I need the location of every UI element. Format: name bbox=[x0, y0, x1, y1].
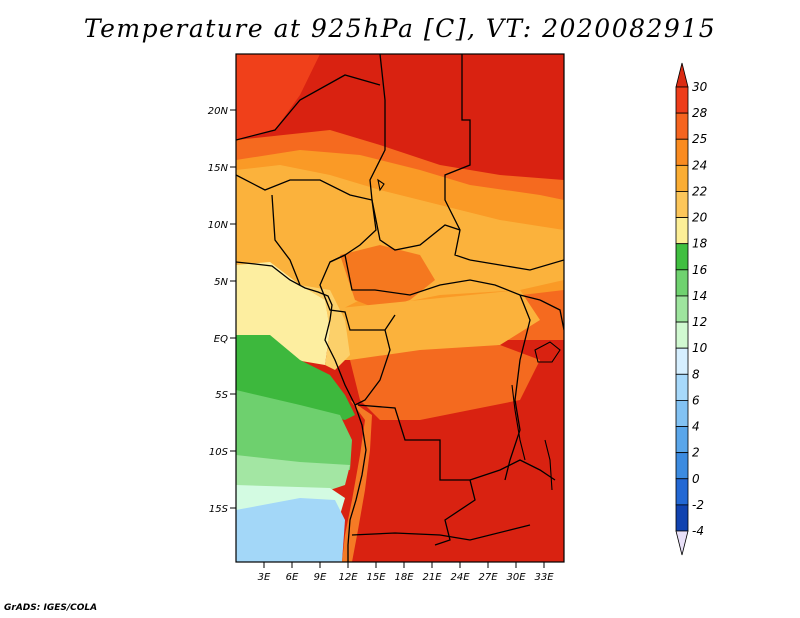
border-sahara bbox=[236, 74, 381, 141]
lat-label-5s: 5S bbox=[215, 390, 228, 401]
region-south-light bbox=[320, 290, 540, 360]
lon-label-18e: 18E bbox=[394, 572, 414, 583]
lakes bbox=[377, 178, 561, 491]
colorbar-label: 14 bbox=[692, 289, 707, 303]
border-cameroon bbox=[319, 254, 396, 331]
colorbar-label: 18 bbox=[692, 237, 708, 251]
lat-label-15n: 15N bbox=[208, 163, 229, 174]
colorbar-label: 6 bbox=[692, 393, 700, 407]
region-central-orange-patch bbox=[340, 245, 435, 310]
lon-label-12e: 12E bbox=[338, 572, 358, 583]
region-coastal-20 bbox=[300, 285, 350, 370]
lat-label-5n: 5N bbox=[214, 277, 228, 288]
colorbar-band bbox=[675, 347, 689, 375]
lon-label-27e: 27E bbox=[478, 572, 498, 583]
region-central-22 bbox=[236, 165, 564, 310]
lon-label-33e: 33E bbox=[534, 572, 554, 583]
lat-label-20n: 20N bbox=[208, 106, 229, 117]
region-south-orange bbox=[350, 345, 540, 420]
map-title: Temperature at 925hPa [C], VT: 202008291… bbox=[83, 14, 717, 43]
colorbar-band bbox=[675, 138, 689, 166]
border-east bbox=[539, 299, 564, 331]
lon-label-3e: 3E bbox=[258, 572, 271, 583]
colorbar-band bbox=[675, 243, 689, 271]
lat-label-15s: 15S bbox=[209, 504, 229, 515]
region-atlantic-12 bbox=[236, 455, 350, 490]
colorbar-band bbox=[675, 478, 689, 506]
colorbar-label: 20 bbox=[692, 211, 708, 225]
map-frame bbox=[235, 53, 565, 563]
region-northwest-warm bbox=[236, 54, 320, 140]
latitude-ticks bbox=[230, 109, 236, 509]
colorbar-label: 8 bbox=[692, 367, 700, 381]
lat-label-eq: EQ bbox=[214, 334, 228, 345]
lake-malawi bbox=[544, 439, 553, 491]
longitude-ticks bbox=[263, 562, 545, 568]
lat-label-10s: 10S bbox=[209, 447, 229, 458]
border-drc-east bbox=[504, 294, 531, 481]
colorbar-label: 10 bbox=[692, 341, 708, 355]
border-nigeria bbox=[271, 194, 301, 286]
colorbar-label: 16 bbox=[692, 263, 708, 277]
border-zambia bbox=[469, 459, 556, 481]
colorbar-band bbox=[675, 164, 689, 192]
colorbar-label: -2 bbox=[692, 498, 704, 512]
region-atlantic-8 bbox=[236, 498, 345, 562]
lake-tanganyika bbox=[511, 384, 526, 461]
credit-label: GrADS: IGES/COLA bbox=[4, 603, 98, 613]
lon-label-30e: 30E bbox=[506, 572, 526, 583]
colorbar-label: 24 bbox=[692, 158, 707, 172]
border-congo bbox=[354, 329, 391, 406]
border-niger-south bbox=[236, 174, 377, 263]
border-chad-car bbox=[371, 199, 461, 251]
border-sudan-south bbox=[469, 259, 564, 271]
colorbar-cap-bottom bbox=[675, 530, 689, 556]
colorbar-label: 22 bbox=[692, 184, 707, 198]
lon-label-24e: 24E bbox=[450, 572, 470, 583]
colorbar-label: 28 bbox=[692, 106, 708, 120]
lake-chad bbox=[377, 178, 385, 192]
colorbar-band bbox=[675, 321, 689, 349]
colorbar-label: -4 bbox=[692, 524, 704, 538]
region-atlantic-14 bbox=[236, 390, 352, 470]
temperature-field bbox=[236, 54, 564, 562]
colorbar-band bbox=[675, 426, 689, 454]
country-borders bbox=[236, 54, 564, 562]
colorbar-label: 0 bbox=[692, 472, 700, 486]
border-egypt-sudan bbox=[444, 54, 471, 261]
colorbar-band bbox=[675, 373, 689, 401]
colorbar-band bbox=[675, 400, 689, 427]
colorbar-label: 2 bbox=[692, 446, 700, 460]
colorbar-band bbox=[675, 191, 689, 218]
colorbar-band bbox=[675, 452, 689, 480]
lon-label-6e: 6E bbox=[286, 572, 299, 583]
coastline-west-africa bbox=[236, 261, 367, 562]
lat-label-10n: 10N bbox=[208, 220, 229, 231]
colorbar-label: 25 bbox=[692, 132, 707, 146]
colorbar-band bbox=[675, 217, 689, 245]
colorbar-band bbox=[675, 295, 689, 323]
lon-label-15e: 15E bbox=[366, 572, 386, 583]
colorbar-band bbox=[675, 504, 689, 532]
colorbar-cap-top bbox=[675, 62, 689, 88]
border-car-drc bbox=[344, 254, 541, 301]
lake-victoria bbox=[534, 341, 561, 363]
colorbar-band bbox=[675, 269, 689, 297]
border-angola-namibia bbox=[351, 524, 531, 541]
colorbar-label: 12 bbox=[692, 315, 707, 329]
colorbar-band bbox=[675, 86, 689, 114]
colorbar-label: 4 bbox=[692, 420, 700, 434]
border-angola bbox=[357, 404, 476, 546]
lon-label-21e: 21E bbox=[422, 572, 442, 583]
border-libya-chad bbox=[369, 54, 386, 201]
lon-label-9e: 9E bbox=[314, 572, 327, 583]
colorbar-band bbox=[675, 112, 689, 140]
colorbar-label: 30 bbox=[692, 80, 708, 94]
